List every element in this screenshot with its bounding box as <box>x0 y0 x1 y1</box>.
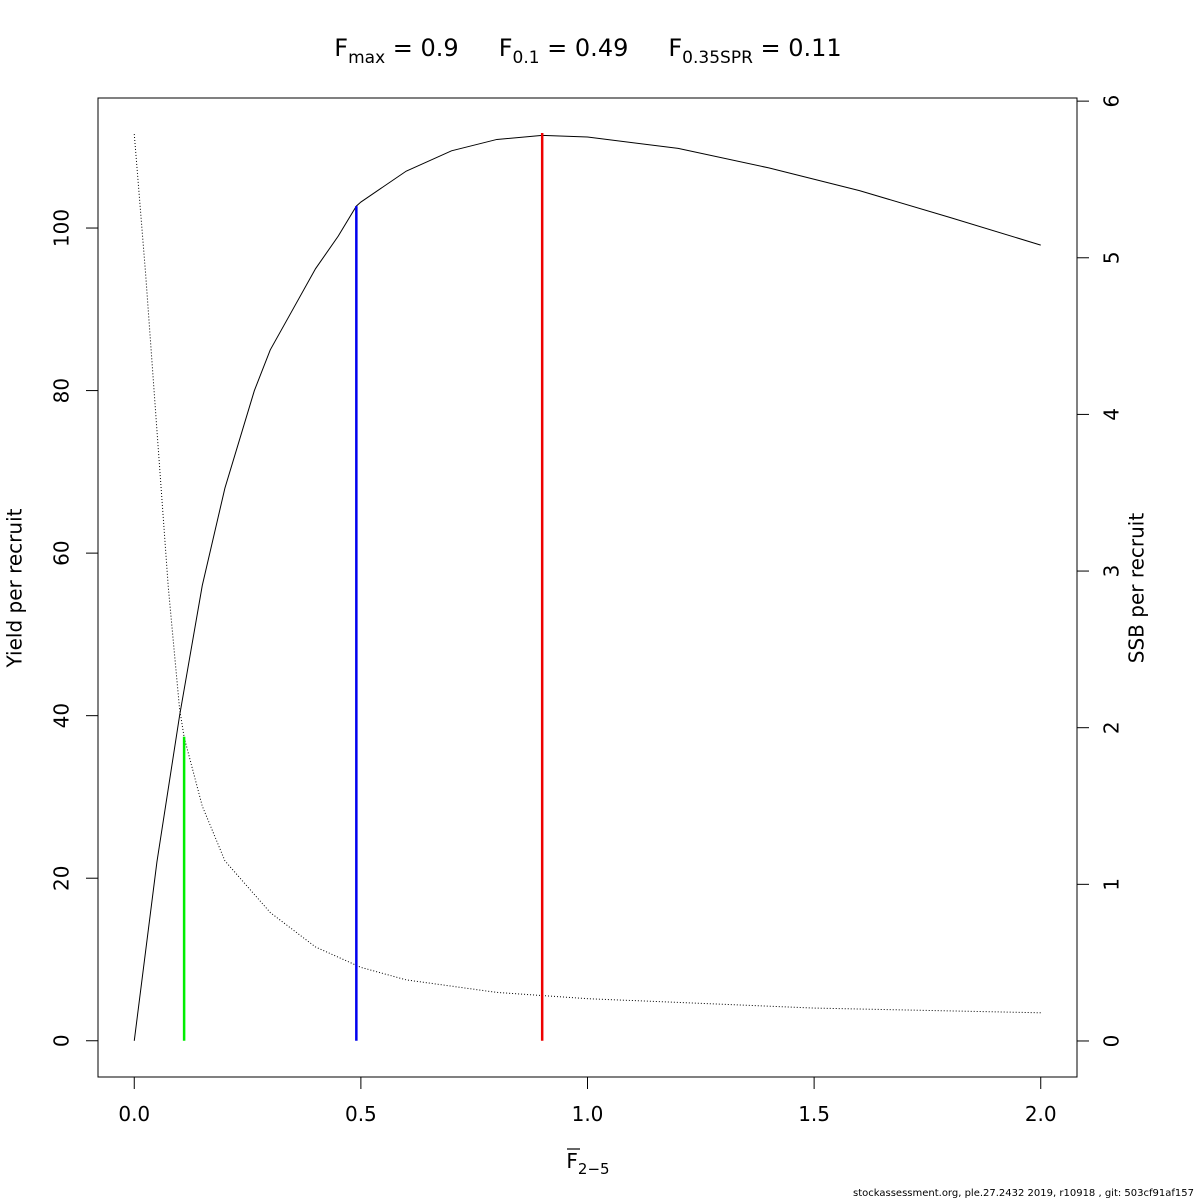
y2-tick-label: 2 <box>1100 721 1124 734</box>
title-subscript: 0.1 <box>513 48 540 68</box>
x-label-symbol: F <box>566 1149 578 1173</box>
y-tick-label: 40 <box>50 703 74 728</box>
title-symbol: F <box>499 34 513 62</box>
y-axis-label: Yield per recruit <box>3 508 27 668</box>
ssb-line <box>133 133 1041 1014</box>
x-tick-label: 1.5 <box>798 1102 830 1126</box>
y-tick-label: 80 <box>50 378 74 403</box>
x-tick-label: 0.5 <box>345 1102 377 1126</box>
footer: stockassessment.org, ple.27.2432 2019, r… <box>853 1188 1194 1199</box>
x-label-subscript: 2−5 <box>578 1160 610 1178</box>
y2-tick-label: 3 <box>1100 565 1124 578</box>
title-subscript: 0.35SPR <box>682 48 753 68</box>
y-tick-label: 20 <box>50 865 74 890</box>
x-axis-label: F2−5 <box>566 1149 609 1178</box>
y2-tick-label: 4 <box>1100 408 1124 421</box>
y-tick-label: 60 <box>50 540 74 565</box>
title-symbol: F <box>334 34 348 62</box>
y2-tick-label: 0 <box>1100 1035 1124 1048</box>
title-value: = 0.49 <box>540 34 629 62</box>
title-value: = 0.9 <box>385 34 459 62</box>
y-tick-label: 0 <box>50 1034 74 1047</box>
y2-axis-label: SSB per recruit <box>1125 513 1149 664</box>
yield-line <box>133 134 1041 1041</box>
y2-tick-label: 1 <box>1100 878 1124 891</box>
x-tick-label: 2.0 <box>1025 1102 1057 1126</box>
title-value: = 0.11 <box>753 34 842 62</box>
x-tick-label: 0.0 <box>118 1102 150 1126</box>
chart-title: Fmax = 0.9 F0.1 = 0.49 F0.35SPR = 0.11 <box>334 34 841 68</box>
title-symbol: F <box>668 34 682 62</box>
title-subscript: max <box>348 48 385 68</box>
y2-tick-label: 5 <box>1100 251 1124 264</box>
y2-tick-label: 6 <box>1100 95 1124 108</box>
y-tick-label: 100 <box>50 209 74 247</box>
x-tick-label: 1.0 <box>572 1102 604 1126</box>
plot-frame <box>97 97 1078 1078</box>
